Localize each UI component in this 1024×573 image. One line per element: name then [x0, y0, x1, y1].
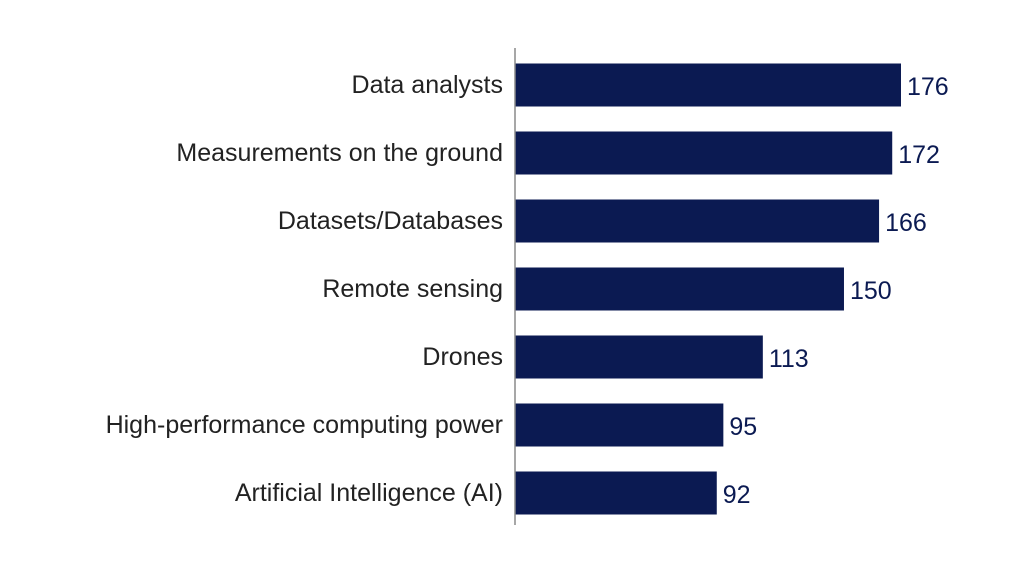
bar-2 [515, 199, 880, 243]
category-label: Datasets/Databases [278, 207, 503, 235]
category-label: Data analysts [352, 71, 503, 99]
category-label: High-performance computing power [106, 411, 503, 439]
value-label: 95 [729, 413, 757, 441]
category-label: Drones [422, 343, 503, 371]
bars-group [515, 63, 901, 515]
category-label: Measurements on the ground [176, 139, 503, 167]
category-labels: Data analysts Measurements on the ground D… [106, 71, 503, 507]
value-label: 172 [898, 141, 940, 169]
bar-6 [515, 471, 717, 515]
category-label: Artificial Intelligence (AI) [235, 479, 503, 507]
category-label: Remote sensing [322, 275, 503, 303]
value-label: 150 [850, 277, 892, 305]
value-label: 113 [769, 345, 809, 373]
value-label: 176 [907, 73, 949, 101]
bar-1 [515, 131, 893, 175]
value-label: 166 [885, 209, 927, 237]
value-labels: 176 172 166 150 113 95 92 [723, 73, 949, 509]
bar-4 [515, 335, 763, 379]
bar-3 [515, 267, 844, 311]
bar-5 [515, 403, 724, 447]
bar-0 [515, 63, 901, 107]
value-label: 92 [723, 481, 751, 509]
